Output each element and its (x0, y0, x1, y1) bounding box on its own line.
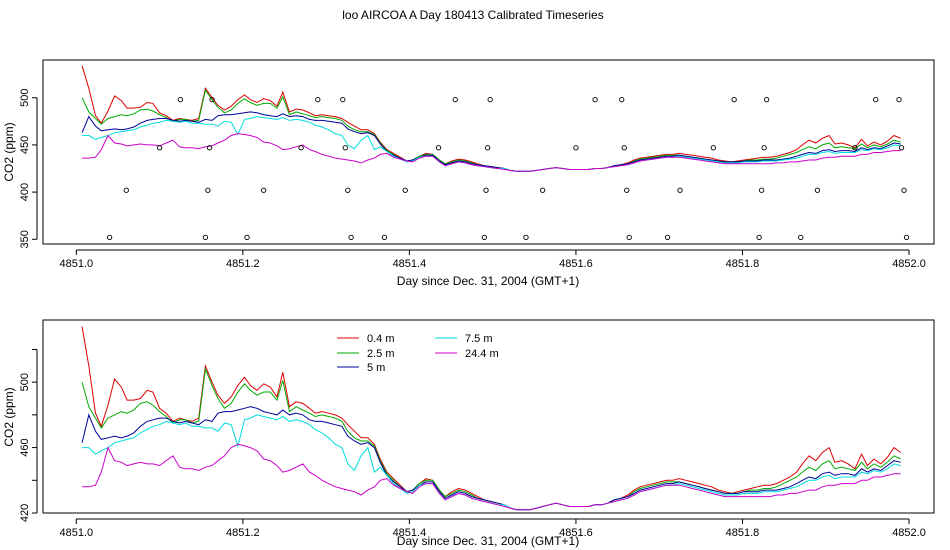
flag-point (901, 187, 907, 193)
flag-point (177, 96, 184, 103)
flag-point (123, 187, 129, 193)
top-x-tick-label: 4851.6 (559, 258, 593, 270)
flag-point (381, 234, 388, 241)
flag-point (481, 234, 487, 241)
flag-point (435, 145, 442, 151)
flag-point (592, 96, 598, 103)
top-x-tick-label: 4851.2 (226, 258, 260, 270)
bot-y-tick-label: 500 (19, 373, 31, 391)
flag-point (298, 145, 304, 151)
top-series-line-24-4-m (82, 133, 901, 172)
bottom-y-axis-label: CO2 (ppm) (2, 387, 16, 446)
flag-point (345, 187, 351, 193)
flag-point (206, 145, 213, 151)
flag-point (483, 187, 489, 193)
flag-point (209, 96, 215, 103)
flag-point (485, 145, 491, 151)
flag-point (244, 234, 250, 241)
top-series-line-0-4-m (81, 65, 901, 172)
flag-point (539, 187, 546, 193)
bottom-x-axis-label: Day since Dec. 31, 2004 (GMT+1) (397, 534, 579, 548)
bot-x-tick-label: 4851.0 (59, 527, 93, 539)
legend-label-2-5-m: 2.5 m (367, 348, 395, 360)
bottom-plot-frame (42, 319, 935, 514)
flag-point (523, 234, 529, 241)
flag-point (677, 187, 683, 193)
flag-point (452, 96, 458, 103)
flag-point (202, 234, 209, 241)
flag-point (896, 96, 902, 103)
top-series-line-5-m (81, 111, 901, 172)
flag-point (261, 187, 267, 193)
chart-legend: 0.4 m 7.5 m 2.5 m 24.4 m 5 m (337, 333, 499, 374)
bottom-x-axis: 4851.0 4851.2 4851.4 4851.6 4851.8 4852.0 (59, 518, 926, 539)
chart-title: loo AIRCOA A Day 180413 Calibrated Times… (342, 8, 603, 22)
flag-point (619, 96, 625, 103)
top-y-tick-label: 400 (19, 183, 31, 201)
bot-x-tick-label: 4852.0 (892, 527, 926, 539)
bottom-y-axis: 420 460 500 (19, 348, 38, 522)
bot-series-line-5-m (81, 406, 901, 511)
flag-point (315, 96, 321, 103)
bottom-panel: 4851.0 4851.2 4851.4 4851.6 4851.8 4852.0 420… (2, 319, 935, 548)
flag-point (710, 145, 716, 151)
top-y-tick-label: 450 (19, 136, 31, 154)
legend-label-24-4-m: 24.4 m (465, 348, 499, 360)
flag-point (761, 145, 767, 151)
top-x-tick-label: 4851.4 (393, 258, 427, 270)
flag-point (798, 234, 804, 241)
flag-point (573, 145, 579, 151)
bottom-series-group (81, 326, 901, 511)
bot-x-tick-label: 4851.2 (226, 527, 260, 539)
flag-point (348, 234, 354, 241)
bot-series-line-2-5-m (81, 367, 901, 511)
flag-point (340, 96, 346, 103)
top-flag-points (106, 96, 910, 241)
flag-point (756, 234, 762, 241)
flag-point (814, 187, 821, 193)
flag-point (106, 234, 113, 241)
legend-label-7-5-m: 7.5 m (465, 333, 493, 345)
flag-point (487, 96, 493, 103)
bot-y-tick-label: 420 (19, 504, 31, 522)
flag-point (758, 187, 765, 193)
flag-point (402, 187, 408, 193)
top-y-tick-label: 500 (19, 89, 31, 107)
bot-series-line-24-4-m (82, 443, 901, 511)
flag-point (342, 145, 348, 151)
bot-y-tick-label: 460 (19, 438, 31, 456)
top-x-tick-label: 4851.8 (726, 258, 760, 270)
legend-label-0-4-m: 0.4 m (367, 333, 395, 345)
flag-point (873, 96, 879, 103)
flag-point (624, 187, 630, 193)
flag-point (898, 145, 905, 151)
flag-point (205, 187, 211, 193)
flag-point (621, 145, 627, 151)
bot-x-tick-label: 4851.8 (726, 527, 760, 539)
top-series-line-2-5-m (81, 88, 901, 172)
flag-point (852, 145, 858, 151)
flag-point (664, 234, 671, 241)
flag-point (626, 234, 632, 241)
flag-point (903, 234, 910, 241)
top-x-axis: 4851.0 4851.2 4851.4 4851.6 4851.8 4852.0 (59, 249, 926, 270)
top-panel: 4851.0 4851.2 4851.4 4851.6 4851.8 4852.0 350… (2, 59, 935, 288)
top-y-tick-label: 350 (19, 230, 31, 248)
top-y-axis-label: CO2 (ppm) (2, 122, 16, 181)
flag-point (763, 96, 770, 103)
top-x-tick-label: 4851.0 (59, 258, 93, 270)
top-y-axis: 350 400 450 500 (19, 89, 38, 248)
top-series-group (81, 65, 901, 172)
legend-label-5-m: 5 m (367, 362, 385, 374)
bot-x-tick-label: 4851.6 (559, 527, 593, 539)
top-x-axis-label: Day since Dec. 31, 2004 (GMT+1) (397, 274, 579, 288)
flag-point (731, 96, 737, 103)
top-plot-frame (42, 59, 935, 245)
flag-point (156, 145, 163, 151)
bot-x-tick-label: 4851.4 (393, 527, 427, 539)
top-x-tick-label: 4852.0 (892, 258, 926, 270)
